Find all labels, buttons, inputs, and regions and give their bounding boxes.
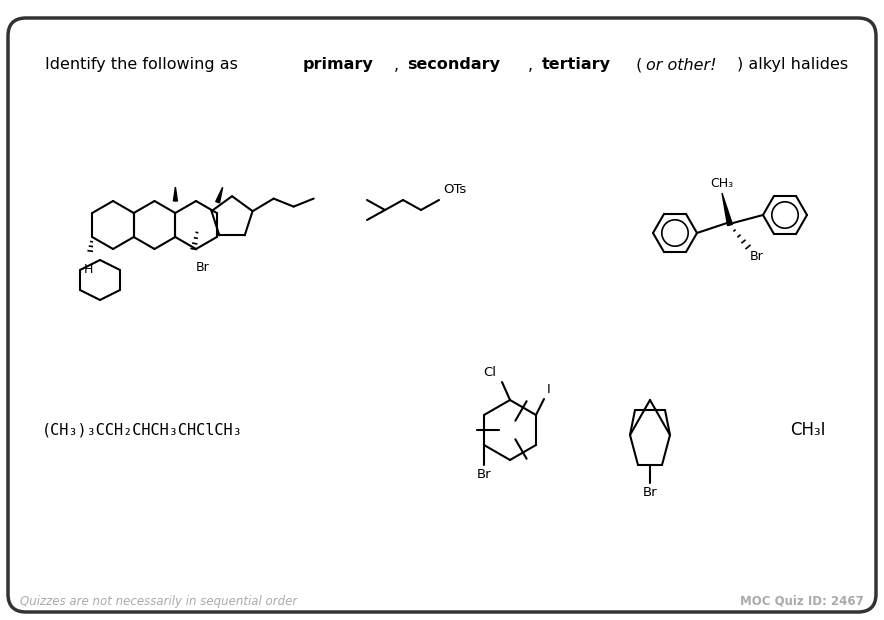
Text: Br: Br — [643, 486, 658, 499]
Text: Br: Br — [476, 468, 492, 481]
Text: CH₃: CH₃ — [710, 177, 733, 190]
Text: primary: primary — [302, 58, 373, 73]
Text: Cl: Cl — [483, 366, 496, 379]
Text: Identify the following as: Identify the following as — [45, 58, 243, 73]
Text: OTs: OTs — [443, 183, 466, 196]
Text: ,: , — [528, 58, 538, 73]
Text: MOC Quiz ID: 2467: MOC Quiz ID: 2467 — [740, 595, 864, 608]
Polygon shape — [722, 193, 733, 226]
Text: Br: Br — [195, 261, 210, 274]
Text: I: I — [547, 383, 551, 396]
Text: or other!: or other! — [646, 58, 716, 73]
Text: CH₃I: CH₃I — [790, 421, 826, 439]
Text: H: H — [83, 263, 93, 276]
Text: tertiary: tertiary — [541, 58, 611, 73]
Text: secondary: secondary — [408, 58, 500, 73]
Polygon shape — [173, 187, 178, 201]
Text: (CH₃)₃CCH₂CHCH₃CHClCH₃: (CH₃)₃CCH₂CHCH₃CHClCH₃ — [42, 422, 243, 438]
Text: ,: , — [394, 58, 404, 73]
Text: Br: Br — [750, 250, 764, 263]
FancyBboxPatch shape — [8, 18, 876, 612]
Text: ) alkyl halides: ) alkyl halides — [737, 58, 849, 73]
Polygon shape — [216, 187, 223, 203]
Text: (: ( — [631, 58, 643, 73]
Text: Quizzes are not necessarily in sequential order: Quizzes are not necessarily in sequentia… — [20, 595, 297, 608]
